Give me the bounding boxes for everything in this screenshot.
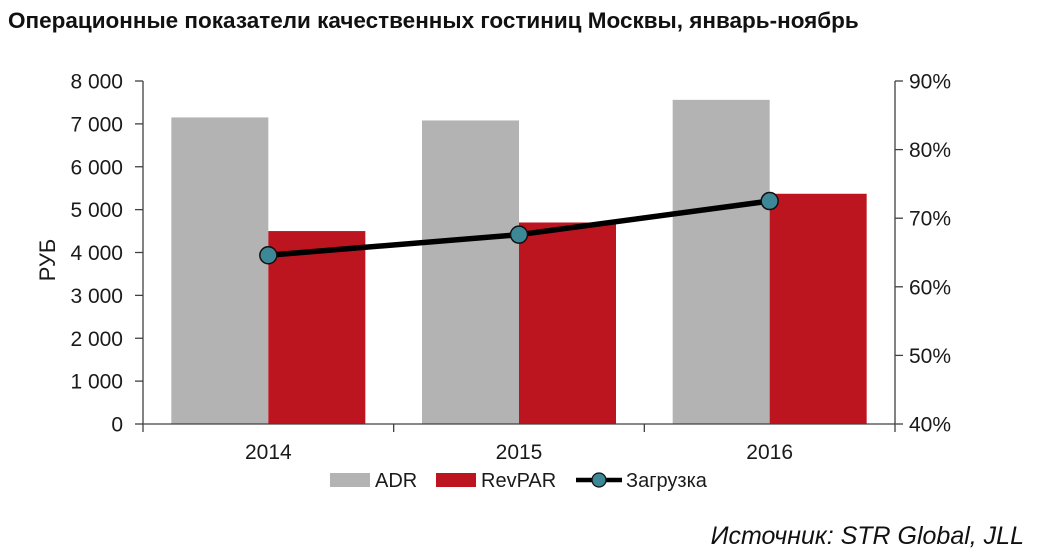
axes-layer — [135, 80, 903, 432]
bars-layer — [171, 99, 867, 425]
point-load-2014 — [259, 245, 278, 265]
y-tick-label-right: 50% — [909, 345, 951, 368]
legend-label-adr: ADR — [375, 470, 417, 492]
bar-adr-2016 — [672, 99, 770, 425]
y-tick-label-right: 90% — [909, 71, 951, 94]
legend-marker-load — [591, 472, 607, 488]
legend: ADR RevPAR Загрузка — [330, 470, 708, 492]
tick-labels-layer: 2014 2015 2016 0 1 000 2 000 3 000 4 000 5 000 6 … — [70, 71, 951, 465]
legend-label-revpar: RevPAR — [481, 470, 556, 492]
bar-revpar-2016 — [769, 193, 867, 424]
y-tick-label-left: 2 000 — [70, 328, 123, 351]
y-tick-label-left: 5 000 — [70, 199, 123, 222]
point-load-2016 — [760, 191, 779, 211]
line-layer — [259, 191, 779, 265]
y-tick-label-right: 60% — [909, 276, 951, 299]
y-tick-label-right: 70% — [909, 208, 951, 231]
bar-adr-2015 — [422, 120, 519, 424]
legend-label-load: Загрузка — [626, 470, 708, 492]
y-tick-label-left: 0 — [111, 414, 123, 437]
source-note: Источник: STR Global, JLL — [710, 522, 1024, 550]
legend-swatch-adr — [330, 473, 370, 487]
x-tick-label: 2016 — [746, 441, 793, 464]
bar-revpar-2014 — [268, 231, 366, 424]
y-tick-label-left: 6 000 — [70, 156, 123, 179]
chart-title: Операционные показатели качественных гос… — [8, 8, 859, 33]
y-tick-label-left: 1 000 — [70, 371, 123, 394]
bar-revpar-2015 — [519, 222, 616, 424]
y-axis-label: РУБ — [35, 239, 60, 282]
bar-adr-2014 — [171, 117, 269, 424]
x-tick-label: 2015 — [496, 441, 543, 464]
legend-swatch-revpar — [436, 473, 476, 487]
y-tick-label-left: 8 000 — [70, 71, 123, 94]
x-tick-label: 2014 — [245, 441, 292, 464]
y-tick-label-left: 7 000 — [70, 113, 123, 136]
y-tick-label-left: 4 000 — [70, 242, 123, 265]
y-tick-label-right: 40% — [909, 414, 951, 437]
y-tick-label-right: 80% — [909, 139, 951, 162]
point-load-2015 — [509, 225, 529, 244]
y-tick-label-left: 3 000 — [70, 285, 123, 308]
